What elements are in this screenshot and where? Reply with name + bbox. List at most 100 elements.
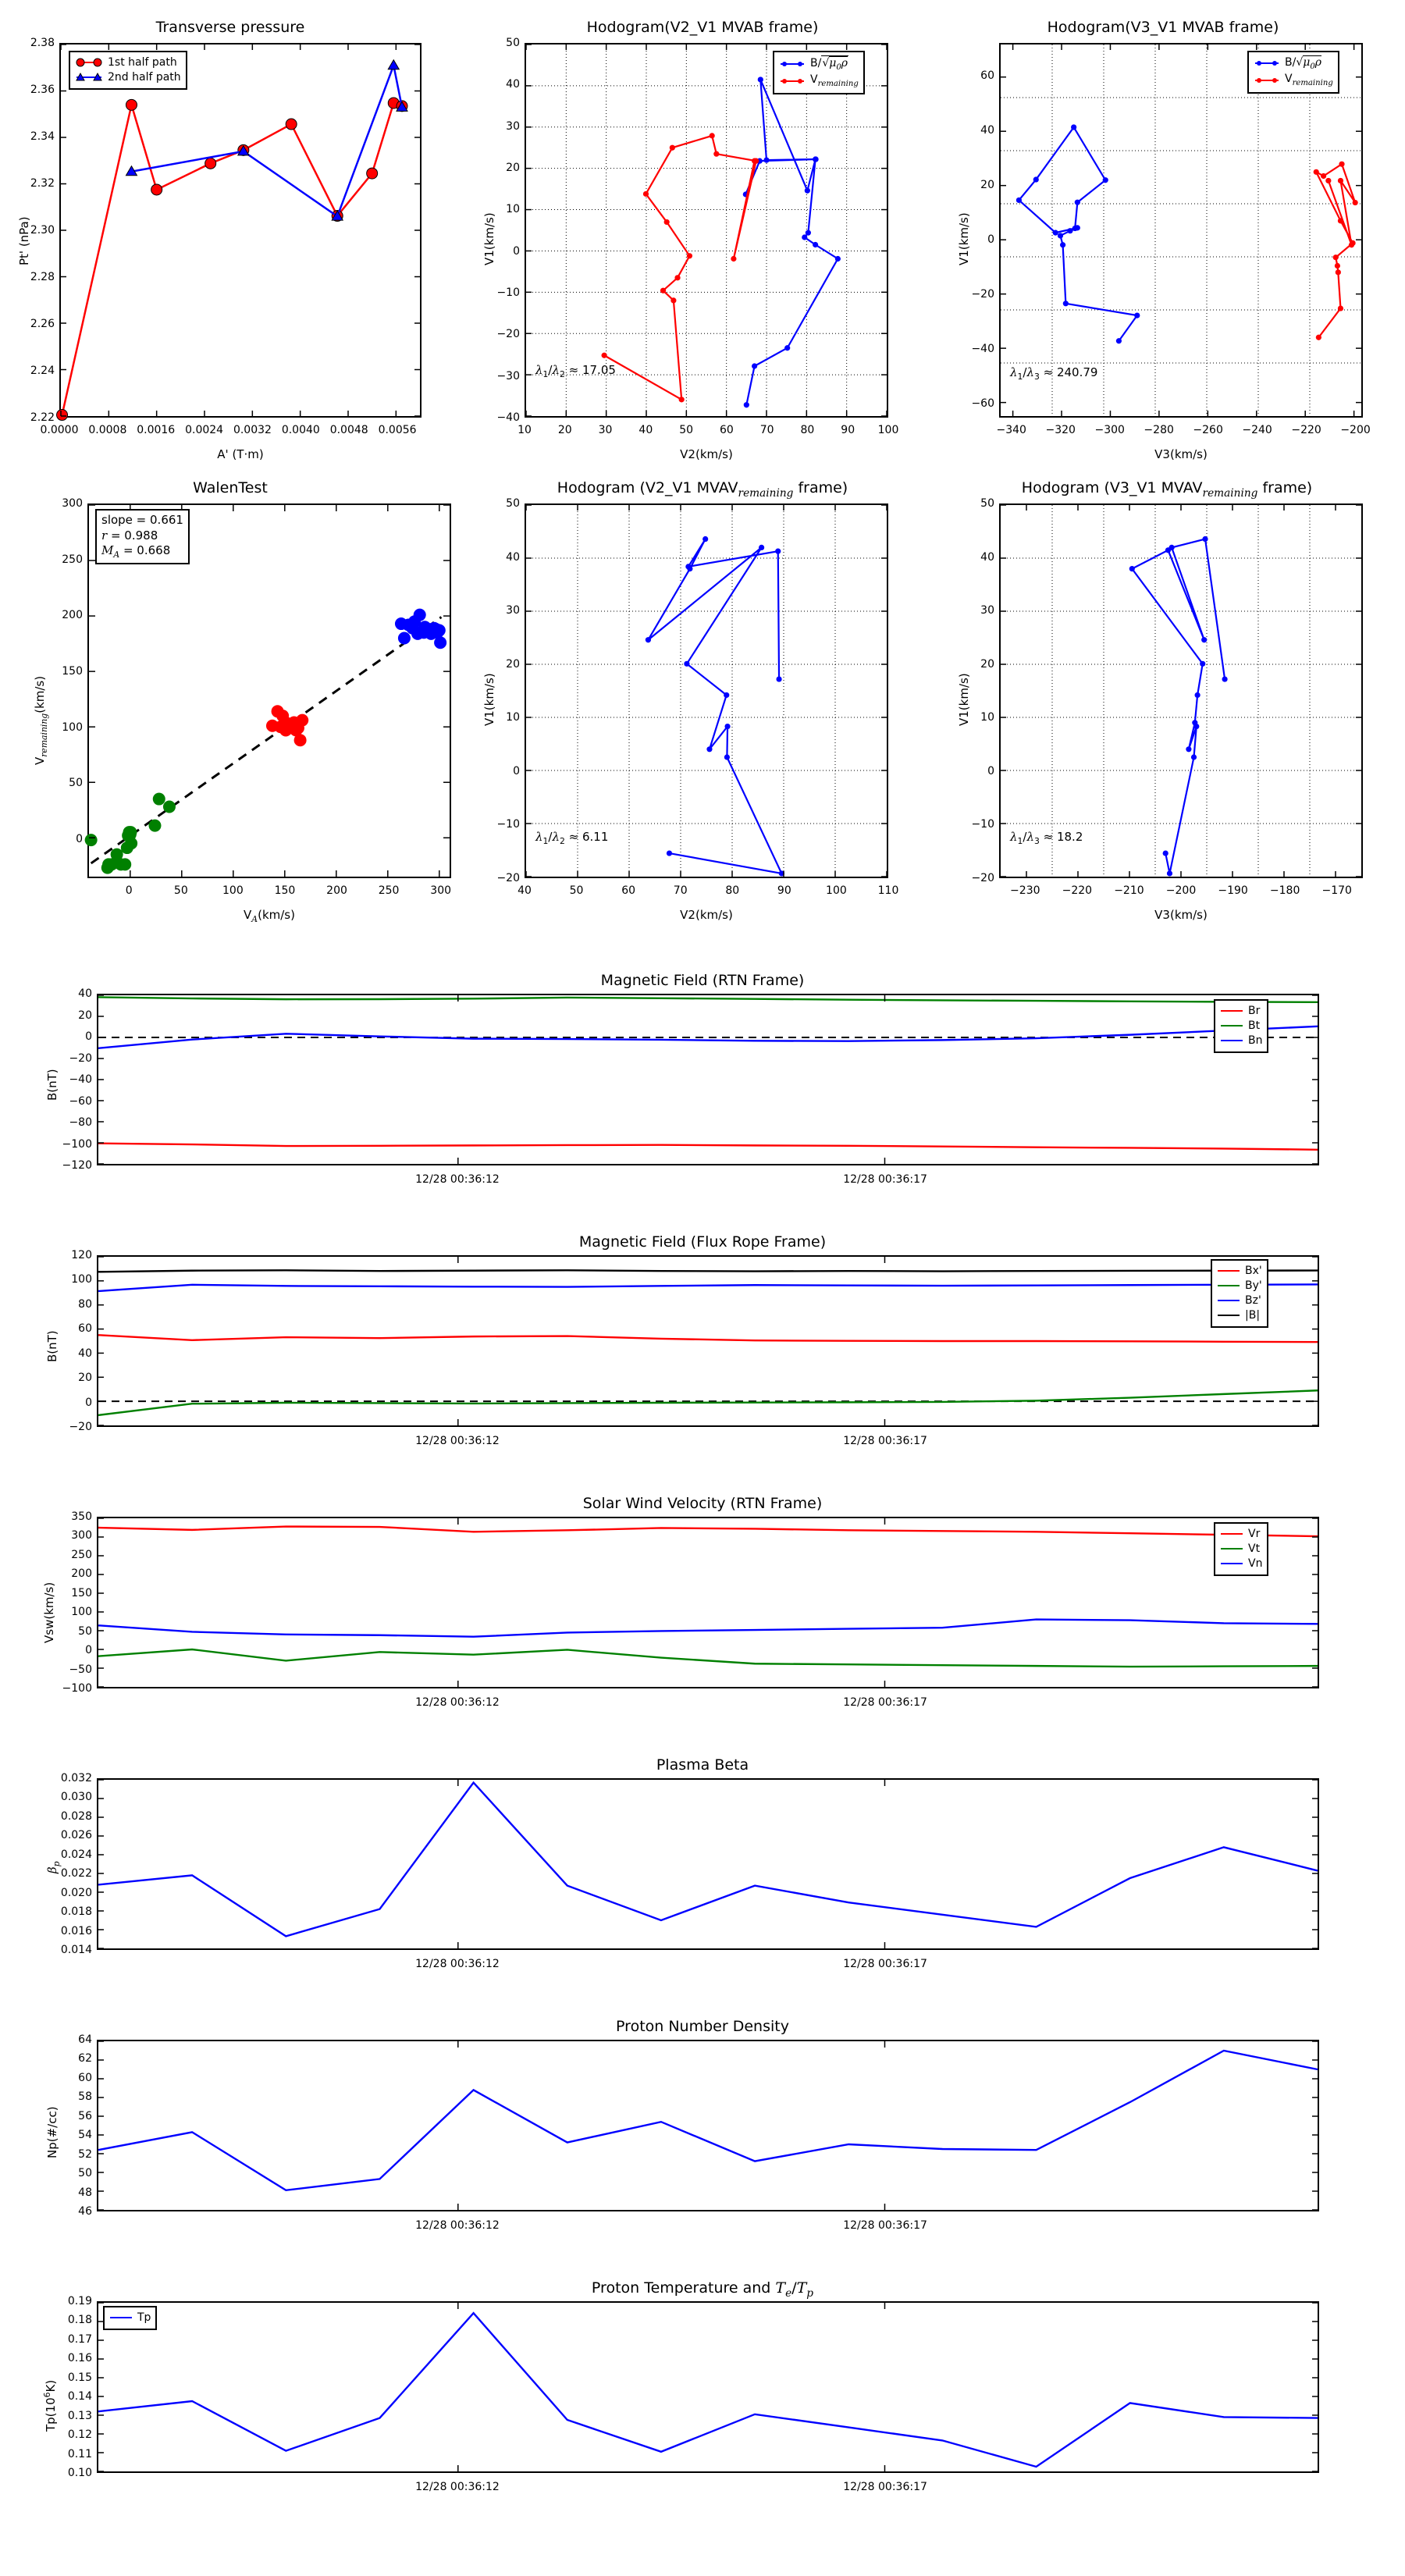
legend-label: Bn [1248,1034,1263,1047]
y-tick-label: −20 [69,1421,92,1433]
x-tick-label: 100 [877,424,899,436]
y-tick-label: 30 [980,604,994,617]
panel-transverse-pressure: Transverse pressure 1st half path 2nd ha… [0,8,468,461]
panel-hodogram-v2v1-mvav: Hodogram (V2_V1 MVAVremaining frame) λ1/… [468,468,937,922]
panel-title: Solar Wind Velocity (RTN Frame) [582,1495,823,1512]
x-tick-label: 50 [569,884,584,897]
x-tick-label: 100 [826,884,847,897]
y-tick-label: 0.10 [67,2467,92,2479]
y-tick-label: 0 [85,1396,92,1409]
y-tick-label: 250 [71,1548,92,1561]
y-tick-label: 50 [506,497,520,510]
plot-area [56,43,422,422]
y-tick-label: −40 [496,411,520,424]
walen-stats-box: slope = 0.661 r = 0.988 MA = 0.668 [95,509,190,565]
y-tick-label: −20 [496,872,520,884]
panel-title: Hodogram (V2_V1 MVAVremaining frame) [557,479,848,500]
legend-label: By' [1245,1279,1262,1292]
y-tick-label: 60 [980,69,994,83]
x-tick-label: 100 [222,884,244,897]
y-tick-label: 100 [62,720,83,734]
y-tick-label: 0.026 [60,1829,92,1842]
y-tick-label: −10 [971,818,994,831]
y-tick-label: 150 [62,664,83,678]
plot-area [999,503,1363,878]
panel-walen-test: WalenTest slope = 0.661 r = 0.988 MA = 0… [0,468,468,924]
y-tick-label: 54 [78,2129,92,2142]
x-tick-label: −240 [1242,424,1272,436]
x-tick-label: −210 [1114,884,1144,897]
plot-area [97,2040,1319,2211]
x-tick-label: −220 [1291,424,1321,436]
x-tick-label: 0.0056 [378,424,417,436]
y-tick-label: 50 [980,497,994,510]
x-tick-label: 50 [173,884,188,897]
legend-label: Bt [1248,1019,1261,1032]
time-tick-label: 12/28 00:36:17 [843,1435,927,1447]
y-tick-label: 20 [506,657,520,671]
x-tick-label: 20 [557,424,572,436]
y-tick-label: 62 [78,2052,92,2065]
y-tick-label: −80 [69,1116,92,1129]
y-tick-label: 2.24 [30,365,55,377]
legend-item: Vr [1220,1527,1262,1542]
y-tick-label: 2.26 [30,318,55,330]
x-tick-label: 30 [598,424,613,436]
y-tick-label: 50 [78,1624,92,1638]
x-tick-label: 0 [125,884,133,897]
y-tick-label: 2.22 [30,411,55,424]
x-tick-label: −200 [1340,424,1371,436]
x-tick-label: 0.0008 [88,424,127,436]
legend-item: Bx' [1217,1264,1262,1279]
eigenvalue-ratio-annotation: λ1/λ3 ≈ 240.79 [1010,365,1098,382]
y-tick-label: 0.15 [67,2371,92,2384]
panel-title: Hodogram (V3_V1 MVAVremaining frame) [1021,479,1313,500]
y-tick-label: −40 [971,343,994,356]
y-tick-label: 30 [506,604,520,617]
plot-area [97,994,1319,1165]
x-tick-label: −280 [1144,424,1174,436]
y-tick-label: 60 [78,1322,92,1336]
y-tick-label: 0.016 [60,1924,92,1937]
time-tick-label: 12/28 00:36:12 [415,1435,500,1447]
legend-label: Bx' [1245,1265,1262,1277]
x-tick-label: 60 [719,424,734,436]
y-tick-label: 40 [506,550,520,564]
y-tick-label: 2.28 [30,271,55,283]
time-tick-label: 12/28 00:36:17 [843,2219,927,2232]
time-tick-label: 12/28 00:36:17 [843,1173,927,1186]
legend-label: 2nd half path [108,70,181,84]
legend-item: Vremaining [1254,72,1333,88]
y-tick-label: 2.36 [30,84,55,96]
y-tick-label: 0.19 [67,2295,92,2307]
panel-title: Plasma Beta [656,1756,749,1774]
y-tick-label: 0.014 [60,1944,92,1956]
y-tick-label: 0.14 [67,2390,92,2403]
y-tick-label: 20 [980,657,994,671]
y-tick-label: 20 [78,1009,92,1022]
y-tick-label: 0 [987,233,994,247]
legend-solar-wind-velocity: Vr Vt Vn [1214,1522,1269,1576]
legend-item: Vt [1220,1542,1262,1557]
legend-hodogram-1: B/√μ0ρ Vremaining [773,51,865,94]
legend-item: By' [1217,1279,1262,1293]
x-tick-label: 80 [800,424,815,436]
panel-title: Magnetic Field (Flux Rope Frame) [578,1233,827,1251]
legend-item: Br [1220,1004,1262,1019]
y-tick-label: 200 [62,609,83,622]
panel-title: Magnetic Field (RTN Frame) [600,972,805,989]
y-tick-label: 100 [71,1606,92,1619]
x-tick-label: 90 [777,884,791,897]
x-axis-label: V3(km/s) [1154,447,1208,461]
legend-item: Vn [1220,1557,1262,1571]
y-tick-label: −20 [69,1051,92,1065]
eigenvalue-ratio-annotation: λ1/λ2 ≈ 6.11 [535,830,609,846]
time-tick-label: 12/28 00:36:12 [415,1696,500,1709]
panel-hodogram-v3v1-mvav: Hodogram (V3_V1 MVAVremaining frame) λ1/… [937,468,1405,922]
x-tick-label: −230 [1010,884,1040,897]
y-tick-label: −40 [69,1073,92,1086]
panel-hodogram-v2v1-mvab: Hodogram(V2_V1 MVAB frame) B/√μ0ρ Vremai… [468,8,937,461]
time-tick-label: 12/28 00:36:17 [843,1958,927,1970]
y-tick-label: 56 [78,2109,92,2122]
x-tick-label: −220 [1062,884,1093,897]
